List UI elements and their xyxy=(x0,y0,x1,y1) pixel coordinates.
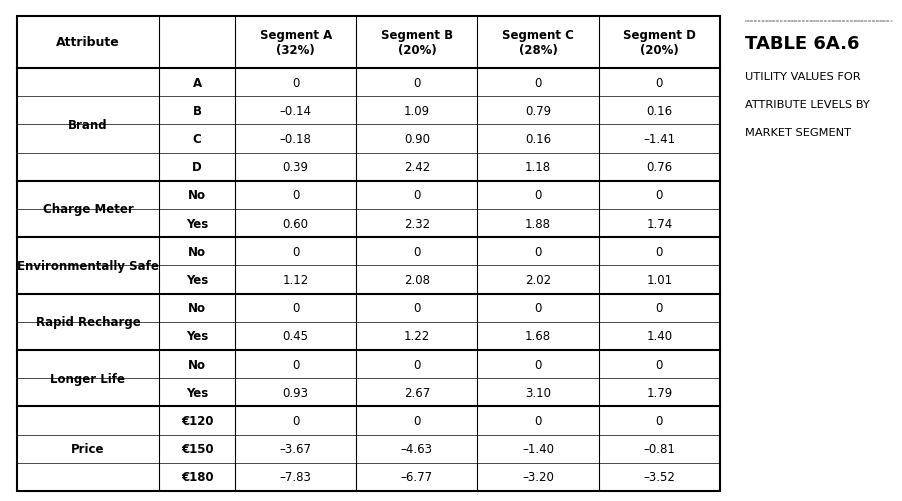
Text: 0: 0 xyxy=(655,414,662,427)
Text: 1.01: 1.01 xyxy=(646,274,672,287)
Text: 0.79: 0.79 xyxy=(524,105,550,118)
Text: Yes: Yes xyxy=(186,330,208,343)
Text: €180: €180 xyxy=(180,470,213,483)
Text: Yes: Yes xyxy=(186,217,208,230)
Text: 2.42: 2.42 xyxy=(403,161,429,174)
Text: 0: 0 xyxy=(534,77,541,89)
Text: 0: 0 xyxy=(534,358,541,371)
Text: 0: 0 xyxy=(655,358,662,371)
Text: 1.22: 1.22 xyxy=(403,330,429,343)
Text: 0: 0 xyxy=(655,77,662,89)
Text: 1.79: 1.79 xyxy=(646,386,672,399)
Text: TABLE 6A.6: TABLE 6A.6 xyxy=(744,35,858,53)
Text: 0.16: 0.16 xyxy=(646,105,672,118)
Text: No: No xyxy=(188,245,206,259)
Text: –6.77: –6.77 xyxy=(400,470,432,483)
Text: Segment C
(28%): Segment C (28%) xyxy=(502,29,574,57)
Bar xyxy=(17,17,719,491)
Text: Yes: Yes xyxy=(186,386,208,399)
Text: 0: 0 xyxy=(413,189,420,202)
Text: 0: 0 xyxy=(291,245,299,259)
Text: 0: 0 xyxy=(534,189,541,202)
Text: 2.67: 2.67 xyxy=(403,386,429,399)
Text: 0: 0 xyxy=(655,245,662,259)
Text: Segment B
(20%): Segment B (20%) xyxy=(381,29,453,57)
Text: A: A xyxy=(192,77,201,89)
Text: D: D xyxy=(192,161,202,174)
Text: 3.10: 3.10 xyxy=(525,386,550,399)
Text: 1.12: 1.12 xyxy=(282,274,308,287)
Text: No: No xyxy=(188,189,206,202)
Text: 0.76: 0.76 xyxy=(646,161,672,174)
Text: 0: 0 xyxy=(534,414,541,427)
Text: 0.39: 0.39 xyxy=(282,161,308,174)
Text: Attribute: Attribute xyxy=(56,37,120,50)
Text: 0: 0 xyxy=(413,302,420,315)
Text: –3.52: –3.52 xyxy=(643,470,675,483)
Text: –3.67: –3.67 xyxy=(280,442,311,455)
Text: 1.74: 1.74 xyxy=(646,217,672,230)
Text: 0: 0 xyxy=(413,358,420,371)
Text: Environmentally Safe: Environmentally Safe xyxy=(17,260,159,273)
Text: –1.40: –1.40 xyxy=(521,442,554,455)
Text: 2.08: 2.08 xyxy=(403,274,429,287)
Text: 0: 0 xyxy=(291,302,299,315)
Text: Charge Meter: Charge Meter xyxy=(42,203,133,216)
Text: –1.41: –1.41 xyxy=(642,133,675,146)
Text: 0.90: 0.90 xyxy=(403,133,429,146)
Text: Yes: Yes xyxy=(186,274,208,287)
Text: 0.60: 0.60 xyxy=(282,217,308,230)
Text: 0: 0 xyxy=(413,414,420,427)
Text: –7.83: –7.83 xyxy=(280,470,311,483)
Text: 0: 0 xyxy=(291,189,299,202)
Text: €150: €150 xyxy=(180,442,213,455)
Text: ATTRIBUTE LEVELS BY: ATTRIBUTE LEVELS BY xyxy=(744,100,869,110)
Text: Longer Life: Longer Life xyxy=(51,372,125,385)
Text: –0.81: –0.81 xyxy=(643,442,675,455)
Text: 0.93: 0.93 xyxy=(282,386,308,399)
Text: 0: 0 xyxy=(291,77,299,89)
Text: 1.40: 1.40 xyxy=(646,330,672,343)
Text: MARKET SEGMENT: MARKET SEGMENT xyxy=(744,128,850,138)
Text: 0: 0 xyxy=(655,302,662,315)
Text: 0: 0 xyxy=(291,358,299,371)
Text: Rapid Recharge: Rapid Recharge xyxy=(35,316,140,329)
Text: Brand: Brand xyxy=(68,119,107,132)
Text: Segment D
(20%): Segment D (20%) xyxy=(622,29,695,57)
Text: €120: €120 xyxy=(180,414,213,427)
Text: 2.02: 2.02 xyxy=(524,274,550,287)
Text: No: No xyxy=(188,358,206,371)
Text: 0.16: 0.16 xyxy=(524,133,550,146)
Text: –4.63: –4.63 xyxy=(400,442,432,455)
Text: 0: 0 xyxy=(291,414,299,427)
Text: 0: 0 xyxy=(534,302,541,315)
Text: 1.68: 1.68 xyxy=(524,330,550,343)
Text: UTILITY VALUES FOR: UTILITY VALUES FOR xyxy=(744,72,860,82)
Text: –0.18: –0.18 xyxy=(280,133,311,146)
Text: –0.14: –0.14 xyxy=(280,105,311,118)
Text: 1.88: 1.88 xyxy=(525,217,550,230)
Text: 0: 0 xyxy=(413,77,420,89)
Text: 2.32: 2.32 xyxy=(403,217,429,230)
Text: 0: 0 xyxy=(534,245,541,259)
Text: 1.18: 1.18 xyxy=(524,161,550,174)
Text: Segment A
(32%): Segment A (32%) xyxy=(259,29,331,57)
Text: 1.09: 1.09 xyxy=(403,105,429,118)
Text: No: No xyxy=(188,302,206,315)
Text: –3.20: –3.20 xyxy=(521,470,554,483)
Text: Price: Price xyxy=(71,442,105,455)
Text: C: C xyxy=(192,133,201,146)
Text: B: B xyxy=(192,105,201,118)
Text: 0: 0 xyxy=(655,189,662,202)
Text: 0.45: 0.45 xyxy=(282,330,308,343)
Text: 0: 0 xyxy=(413,245,420,259)
